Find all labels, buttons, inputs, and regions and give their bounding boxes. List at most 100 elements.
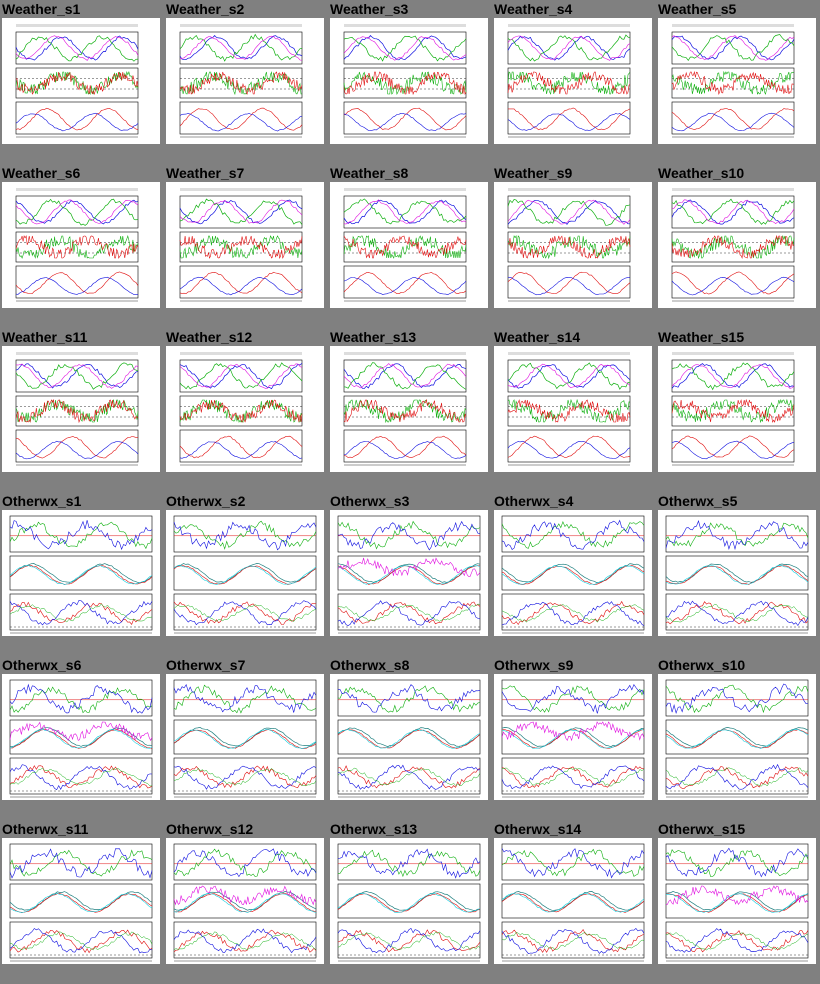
thumbnail-title: Otherwx_s14 (494, 821, 582, 837)
thumbnail-cell: Otherwx_s14 (492, 820, 656, 984)
plot-thumbnail[interactable] (166, 510, 324, 636)
plot-thumbnail[interactable] (2, 18, 160, 144)
plot-thumbnail[interactable] (330, 674, 488, 800)
thumbnail-title: Weather_s6 (2, 165, 81, 181)
thumbnail-cell: Weather_s13 (328, 328, 492, 492)
thumbnail-cell: Weather_s3 (328, 0, 492, 164)
plot-thumbnail-image (9, 843, 153, 962)
plot-thumbnail-image (507, 352, 631, 466)
thumbnail-cell: Otherwx_s12 (164, 820, 328, 984)
plot-thumbnail-image (179, 352, 303, 466)
plot-thumbnail[interactable] (2, 674, 160, 800)
thumbnail-cell: Weather_s4 (492, 0, 656, 164)
thumbnail-cell: Weather_s7 (164, 164, 328, 328)
plot-thumbnail-image (343, 352, 467, 466)
plot-thumbnail[interactable] (494, 510, 652, 636)
thumbnail-title: Otherwx_s7 (166, 657, 246, 673)
thumbnail-title: Otherwx_s8 (330, 657, 410, 673)
plot-thumbnail-image (507, 24, 631, 138)
thumbnail-cell: Otherwx_s11 (0, 820, 164, 984)
thumbnail-cell: Weather_s11 (0, 328, 164, 492)
plot-thumbnail-image (9, 515, 153, 634)
thumbnail-title: Otherwx_s13 (330, 821, 418, 837)
plot-thumbnail[interactable] (330, 346, 488, 472)
plot-thumbnail[interactable] (494, 838, 652, 964)
thumbnail-cell: Weather_s9 (492, 164, 656, 328)
plot-thumbnail[interactable] (166, 838, 324, 964)
thumbnail-title: Otherwx_s11 (2, 821, 89, 837)
plot-thumbnail[interactable] (330, 838, 488, 964)
thumbnail-cell: Weather_s12 (164, 328, 328, 492)
plot-thumbnail-image (173, 679, 317, 798)
plot-thumbnail[interactable] (2, 510, 160, 636)
plot-thumbnail[interactable] (494, 182, 652, 308)
plot-thumbnail[interactable] (330, 510, 488, 636)
plot-thumbnail[interactable] (658, 182, 816, 308)
thumbnail-title: Otherwx_s10 (658, 657, 746, 673)
plot-thumbnail-image (665, 679, 809, 798)
plot-thumbnail[interactable] (166, 182, 324, 308)
plot-thumbnail[interactable] (494, 18, 652, 144)
thumbnail-cell: Weather_s8 (328, 164, 492, 328)
thumbnail-title: Otherwx_s9 (494, 657, 574, 673)
plot-thumbnail-image (337, 843, 481, 962)
thumbnail-title: Weather_s11 (2, 329, 88, 345)
plot-thumbnail-image (9, 679, 153, 798)
plot-thumbnail[interactable] (166, 346, 324, 472)
thumbnail-cell: Otherwx_s2 (164, 492, 328, 656)
plot-thumbnail-image (671, 352, 795, 466)
plot-thumbnail[interactable] (2, 838, 160, 964)
plot-thumbnail[interactable] (658, 674, 816, 800)
plot-thumbnail-image (173, 515, 317, 634)
thumbnail-title: Weather_s15 (658, 329, 745, 345)
plot-thumbnail-image (501, 843, 645, 962)
thumbnail-title: Weather_s9 (494, 165, 573, 181)
thumbnail-title: Weather_s14 (494, 329, 581, 345)
thumbnail-cell: Otherwx_s7 (164, 656, 328, 820)
plot-thumbnail[interactable] (658, 346, 816, 472)
plot-thumbnail-image (343, 24, 467, 138)
plot-thumbnail[interactable] (166, 674, 324, 800)
thumbnail-title: Weather_s13 (330, 329, 417, 345)
thumbnail-cell: Otherwx_s10 (656, 656, 820, 820)
thumbnail-cell: Otherwx_s6 (0, 656, 164, 820)
plot-thumbnail-image (665, 515, 809, 634)
thumbnail-title: Weather_s3 (330, 1, 409, 17)
plot-thumbnail[interactable] (658, 18, 816, 144)
plot-thumbnail[interactable] (658, 838, 816, 964)
plot-thumbnail[interactable] (2, 346, 160, 472)
thumbnail-title: Otherwx_s5 (658, 493, 738, 509)
thumbnail-cell: Otherwx_s9 (492, 656, 656, 820)
plot-thumbnail-image (671, 24, 795, 138)
plot-thumbnail-image (15, 188, 139, 302)
thumbnail-cell: Weather_s2 (164, 0, 328, 164)
plot-thumbnail-image (15, 24, 139, 138)
thumbnail-title: Weather_s7 (166, 165, 245, 181)
thumbnail-title: Otherwx_s2 (166, 493, 246, 509)
thumbnail-title: Otherwx_s15 (658, 821, 746, 837)
thumbnail-cell: Otherwx_s15 (656, 820, 820, 984)
plot-thumbnail-image (179, 188, 303, 302)
thumbnail-title: Weather_s5 (658, 1, 737, 17)
thumbnail-title: Weather_s4 (494, 1, 573, 17)
thumbnail-title: Weather_s12 (166, 329, 253, 345)
plot-thumbnail-image (179, 24, 303, 138)
thumbnail-title: Otherwx_s3 (330, 493, 410, 509)
plot-thumbnail[interactable] (2, 182, 160, 308)
plot-thumbnail[interactable] (494, 674, 652, 800)
plot-thumbnail-image (15, 352, 139, 466)
thumbnail-title: Otherwx_s1 (2, 493, 82, 509)
thumbnail-cell: Otherwx_s1 (0, 492, 164, 656)
plot-thumbnail-image (665, 843, 809, 962)
plot-thumbnail[interactable] (658, 510, 816, 636)
thumbnail-title: Otherwx_s4 (494, 493, 574, 509)
thumbnail-title: Weather_s1 (2, 1, 81, 17)
thumbnail-cell: Otherwx_s3 (328, 492, 492, 656)
plot-thumbnail[interactable] (494, 346, 652, 472)
plot-thumbnail[interactable] (330, 182, 488, 308)
plot-thumbnail-image (501, 515, 645, 634)
plot-thumbnail[interactable] (330, 18, 488, 144)
thumbnail-cell: Weather_s10 (656, 164, 820, 328)
plot-thumbnail[interactable] (166, 18, 324, 144)
